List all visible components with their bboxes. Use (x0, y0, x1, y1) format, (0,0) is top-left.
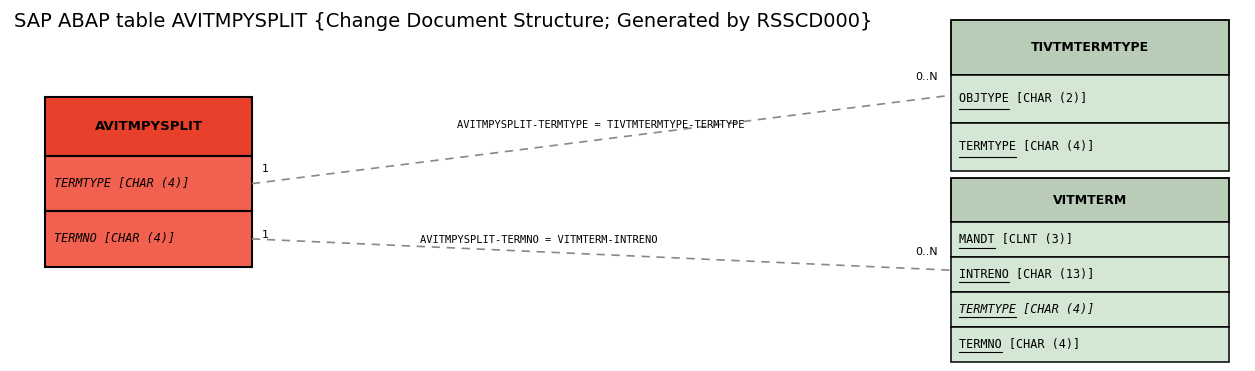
Text: INTRENO [CHAR (13)]: INTRENO [CHAR (13)] (959, 268, 1094, 281)
Text: TERMTYPE [CHAR (4)]: TERMTYPE [CHAR (4)] (959, 140, 1094, 153)
FancyBboxPatch shape (950, 75, 1229, 123)
Text: OBJTYPE [CHAR (2)]: OBJTYPE [CHAR (2)] (959, 92, 1088, 105)
Text: AVITMPYSPLIT: AVITMPYSPLIT (94, 120, 202, 133)
Text: TIVTMTERMTYPE: TIVTMTERMTYPE (1030, 41, 1148, 54)
Text: TERMTYPE [CHAR (4)]: TERMTYPE [CHAR (4)] (959, 303, 1094, 316)
Text: TERMNO [CHAR (4)]: TERMNO [CHAR (4)] (959, 338, 1081, 351)
FancyBboxPatch shape (45, 156, 252, 211)
Text: AVITMPYSPLIT-TERMTYPE = TIVTMTERMTYPE-TERMTYPE: AVITMPYSPLIT-TERMTYPE = TIVTMTERMTYPE-TE… (458, 120, 745, 130)
Text: 1: 1 (262, 230, 269, 240)
Text: INTRENO [CHAR (13)]: INTRENO [CHAR (13)] (959, 268, 1094, 281)
Text: VITMTERM: VITMTERM (1053, 194, 1127, 207)
Text: TERMTYPE [CHAR (4)]: TERMTYPE [CHAR (4)] (959, 140, 1094, 153)
Text: SAP ABAP table AVITMPYSPLIT {Change Document Structure; Generated by RSSCD000}: SAP ABAP table AVITMPYSPLIT {Change Docu… (14, 13, 872, 32)
Text: TERMNO [CHAR (4)]: TERMNO [CHAR (4)] (54, 232, 176, 245)
FancyBboxPatch shape (45, 97, 252, 156)
Text: TERMTYPE [CHAR (4)]: TERMTYPE [CHAR (4)] (54, 177, 190, 190)
Text: TERMTYPE [CHAR (4)]: TERMTYPE [CHAR (4)] (959, 303, 1094, 316)
FancyBboxPatch shape (45, 211, 252, 266)
FancyBboxPatch shape (950, 257, 1229, 292)
Text: 0..N: 0..N (915, 72, 937, 82)
FancyBboxPatch shape (950, 123, 1229, 171)
FancyBboxPatch shape (950, 222, 1229, 257)
FancyBboxPatch shape (950, 327, 1229, 362)
FancyBboxPatch shape (950, 292, 1229, 327)
Text: MANDT [CLNT (3)]: MANDT [CLNT (3)] (959, 233, 1073, 246)
Text: OBJTYPE [CHAR (2)]: OBJTYPE [CHAR (2)] (959, 92, 1088, 105)
Text: MANDT [CLNT (3)]: MANDT [CLNT (3)] (959, 233, 1073, 246)
Text: TERMNO [CHAR (4)]: TERMNO [CHAR (4)] (959, 338, 1081, 351)
Text: 1: 1 (262, 164, 269, 174)
FancyBboxPatch shape (950, 178, 1229, 222)
Text: 0..N: 0..N (915, 247, 937, 257)
FancyBboxPatch shape (950, 20, 1229, 75)
Text: AVITMPYSPLIT-TERMNO = VITMTERM-INTRENO: AVITMPYSPLIT-TERMNO = VITMTERM-INTRENO (420, 235, 658, 245)
